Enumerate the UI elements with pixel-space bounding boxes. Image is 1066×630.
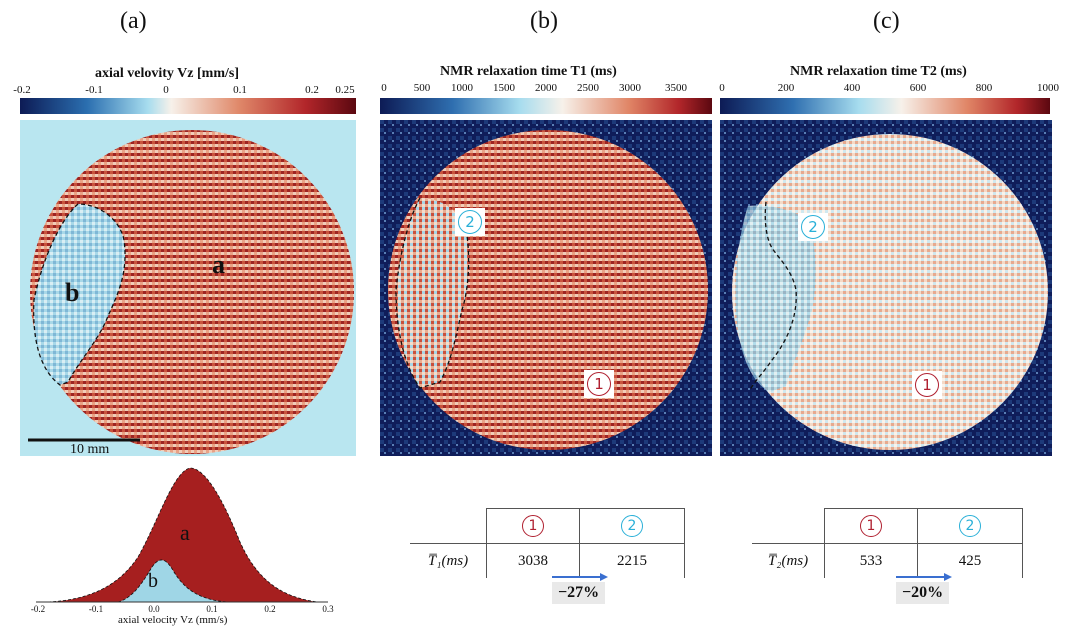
t1-table-header-2: 2 xyxy=(579,508,685,544)
t1-percent-change: −27% xyxy=(552,582,606,604)
histogram-tick: -0.2 xyxy=(30,604,46,614)
colorbar-tick: 500 xyxy=(413,82,431,94)
histogram-series-b xyxy=(117,559,229,603)
colorbar-t2 xyxy=(720,98,1050,114)
t2-change-arrow-icon xyxy=(896,573,952,581)
t1-marker-2: 2 xyxy=(455,208,485,236)
region-a-label: a xyxy=(212,250,225,279)
t1-value-1: 3038 xyxy=(486,543,580,578)
t1-row-label: T̅₁(ms) xyxy=(410,543,487,578)
colorbar-tick: 1000 xyxy=(1037,82,1059,94)
colorbar-tick: 2500 xyxy=(577,82,599,94)
t1-map xyxy=(380,120,712,456)
circled-2-icon: 2 xyxy=(621,515,643,537)
t2-row-label: T̅₂(ms) xyxy=(752,543,825,578)
region-2-area xyxy=(396,198,469,388)
t2-map xyxy=(720,120,1052,456)
t1-change-arrow-icon xyxy=(552,573,608,581)
histogram-tick: 0.0 xyxy=(148,604,160,614)
colorbar-tick: 1000 xyxy=(451,82,473,94)
t2-table-corner xyxy=(752,508,825,544)
colorbar-title-t2: NMR relaxation time T2 (ms) xyxy=(790,64,967,79)
colorbar-tick: 0 xyxy=(163,84,169,96)
colorbar-tick: 200 xyxy=(777,82,795,94)
panel-label-a: (a) xyxy=(120,8,147,34)
circled-2-icon: 2 xyxy=(458,210,482,234)
velocity-histogram xyxy=(36,467,328,603)
t2-table: 1 2 T̅₂(ms) 533 425 xyxy=(752,508,1023,578)
t2-marker-1: 1 xyxy=(912,371,942,399)
histogram-tick: 0.2 xyxy=(264,604,276,614)
colorbar-tick: -0.1 xyxy=(85,84,103,96)
t2-value-2: 425 xyxy=(917,543,1023,578)
region-b-boundary xyxy=(33,203,126,386)
colorbar-tick: 1500 xyxy=(493,82,515,94)
colorbar-tick: 0 xyxy=(381,82,387,94)
t1-table-corner xyxy=(410,508,487,544)
colorbar-tick: -0.2 xyxy=(13,84,31,96)
velocity-map xyxy=(20,120,356,456)
colorbar-tick: 3500 xyxy=(665,82,687,94)
region-2-area xyxy=(735,205,816,392)
circled-1-icon: 1 xyxy=(915,373,939,397)
colorbar-tick: 0.1 xyxy=(233,84,247,96)
circled-1-icon: 1 xyxy=(587,372,611,396)
histogram-label-b: b xyxy=(148,570,158,592)
scale-bar-label: 10 mm xyxy=(70,442,110,457)
colorbar-velocity xyxy=(20,98,356,114)
histogram-label-a: a xyxy=(180,520,190,545)
t2-table-header-2: 2 xyxy=(917,508,1023,544)
t2-value-1: 533 xyxy=(824,543,918,578)
colorbar-tick: 400 xyxy=(843,82,861,94)
t1-percent-change-value: −27% xyxy=(558,584,600,601)
colorbar-title-t1: NMR relaxation time T1 (ms) xyxy=(440,64,617,79)
t1-marker-1: 1 xyxy=(584,370,614,398)
panel-label-b: (b) xyxy=(530,8,558,34)
histogram-xlabel: axial velocity Vz (mm/s) xyxy=(118,614,228,626)
region-2-boundary xyxy=(749,201,797,391)
colorbar-tick: 800 xyxy=(975,82,993,94)
colorbar-tick: 2000 xyxy=(535,82,557,94)
t2-table-header-1: 1 xyxy=(824,508,918,544)
region-b-label: b xyxy=(65,278,80,307)
colorbar-tick: 0.25 xyxy=(335,84,355,96)
colorbar-tick: 3000 xyxy=(619,82,641,94)
t2-percent-change-value: −20% xyxy=(902,584,944,601)
colorbar-tick: 0 xyxy=(719,82,725,94)
t1-table: 1 2 T̅₁(ms) 3038 2215 xyxy=(410,508,685,578)
region-2-boundary xyxy=(395,197,470,389)
histogram-tick: 0.1 xyxy=(206,604,218,614)
circled-1-icon: 1 xyxy=(522,515,544,537)
t2-percent-change: −20% xyxy=(896,582,950,604)
t1-table-header-1: 1 xyxy=(486,508,580,544)
circled-1-icon: 1 xyxy=(860,515,882,537)
colorbar-title-velocity: axial velovity Vz [mm/s] xyxy=(95,66,239,81)
circled-2-icon: 2 xyxy=(959,515,981,537)
histogram-series-a xyxy=(47,467,319,603)
colorbar-tick: 0.2 xyxy=(305,84,319,96)
panel-label-c: (c) xyxy=(873,8,900,34)
region-b-area xyxy=(33,204,126,385)
histogram-tick: -0.1 xyxy=(88,604,104,614)
colorbar-t1 xyxy=(380,98,712,114)
t1-value-2: 2215 xyxy=(579,543,685,578)
histogram-tick: 0.3 xyxy=(322,604,334,614)
t2-marker-2: 2 xyxy=(798,213,828,241)
colorbar-tick: 600 xyxy=(909,82,927,94)
circled-2-icon: 2 xyxy=(801,215,825,239)
